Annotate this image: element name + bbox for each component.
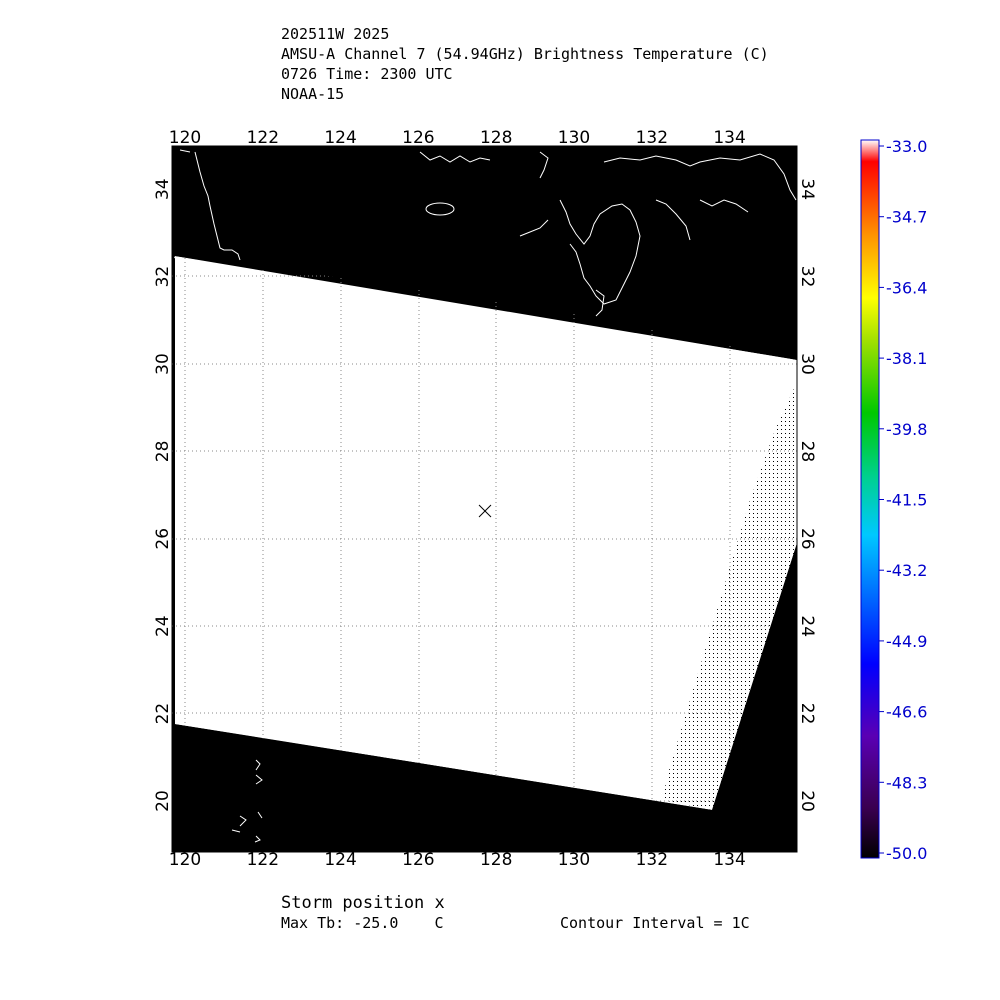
lon-tick-bottom: 128 — [480, 850, 512, 870]
storm-position-marker — [478, 504, 492, 518]
lon-tick-labels-bottom: 120 122 124 126 128 130 132 134 — [169, 850, 746, 870]
lat-tick-right: 30 — [797, 353, 817, 375]
colorbar-label: -38.1 — [886, 349, 927, 368]
lat-tick-left: 30 — [153, 353, 173, 375]
lat-tick-right: 32 — [797, 266, 817, 288]
colorbar-label: -36.4 — [886, 278, 927, 297]
max-tb-text: Max Tb: -25.0 C — [281, 914, 444, 932]
lon-tick-bottom: 130 — [558, 850, 590, 870]
lon-tick-top: 122 — [247, 128, 279, 148]
lon-tick-bottom: 124 — [324, 850, 356, 870]
product-title: 202511W 2025 — [281, 25, 390, 43]
colorbar-label: -48.3 — [886, 773, 927, 792]
lat-tick-left: 28 — [153, 441, 173, 463]
lon-tick-bottom: 134 — [713, 850, 745, 870]
map-frame — [171, 145, 798, 853]
time-title: 0726 Time: 2300 UTC — [281, 65, 453, 83]
swath-white-overlay — [175, 256, 797, 800]
lon-tick-top: 120 — [169, 128, 201, 148]
contour-interval-text: Contour Interval = 1C — [560, 914, 750, 932]
lon-tick-top: 126 — [402, 128, 434, 148]
lon-tick-bottom: 132 — [636, 850, 668, 870]
lat-tick-left: 34 — [153, 178, 173, 200]
lat-tick-right: 28 — [797, 441, 817, 463]
lon-tick-top: 124 — [324, 128, 356, 148]
lat-tick-labels-left: 20 22 24 26 28 30 32 34 — [153, 178, 173, 811]
lat-tick-right: 20 — [797, 790, 817, 812]
lon-tick-bottom: 120 — [169, 850, 201, 870]
lon-tick-bottom: 122 — [247, 850, 279, 870]
colorbar-label: -33.0 — [886, 137, 927, 156]
colorbar-label: -34.7 — [886, 208, 927, 227]
colorbar-label: -39.8 — [886, 420, 927, 439]
lon-tick-top: 134 — [713, 128, 745, 148]
lat-tick-left: 24 — [153, 615, 173, 637]
storm-position-legend: Storm position x — [281, 893, 445, 913]
lat-tick-left: 32 — [153, 266, 173, 288]
lon-tick-top: 132 — [636, 128, 668, 148]
lon-tick-top: 128 — [480, 128, 512, 148]
lat-tick-left: 26 — [153, 528, 173, 550]
map-mask-top — [172, 146, 797, 360]
colorbar-label: -44.9 — [886, 632, 927, 651]
satellite-title: NOAA-15 — [281, 85, 345, 103]
colorbar-label: -46.6 — [886, 703, 927, 722]
coastlines — [179, 149, 797, 843]
lat-tick-labels-right: 20 22 24 26 28 30 32 34 — [797, 178, 817, 811]
channel-title: AMSU-A Channel 7 (54.94GHz) Brightness T… — [281, 45, 769, 63]
lat-tick-right: 26 — [797, 528, 817, 550]
colorbar-label: -43.2 — [886, 561, 927, 580]
lat-tick-left: 20 — [153, 790, 173, 812]
lon-tick-labels-top: 120 122 124 126 128 130 132 134 — [169, 128, 746, 148]
lat-tick-right: 22 — [797, 703, 817, 725]
colorbar-labels: -33.0 -34.7 -36.4 -38.1 -39.8 -41.5 -43.2 -44.9… — [879, 137, 927, 863]
lat-tick-right: 24 — [797, 615, 817, 637]
lat-tick-right: 34 — [797, 178, 817, 200]
colorbar — [860, 139, 880, 859]
map-mask-bottom — [172, 543, 797, 852]
lon-tick-top: 130 — [558, 128, 590, 148]
lon-tick-bottom: 126 — [402, 850, 434, 870]
colorbar-label: -41.5 — [886, 491, 927, 510]
colorbar-label: -50.0 — [886, 844, 927, 863]
lat-tick-left: 22 — [153, 703, 173, 725]
